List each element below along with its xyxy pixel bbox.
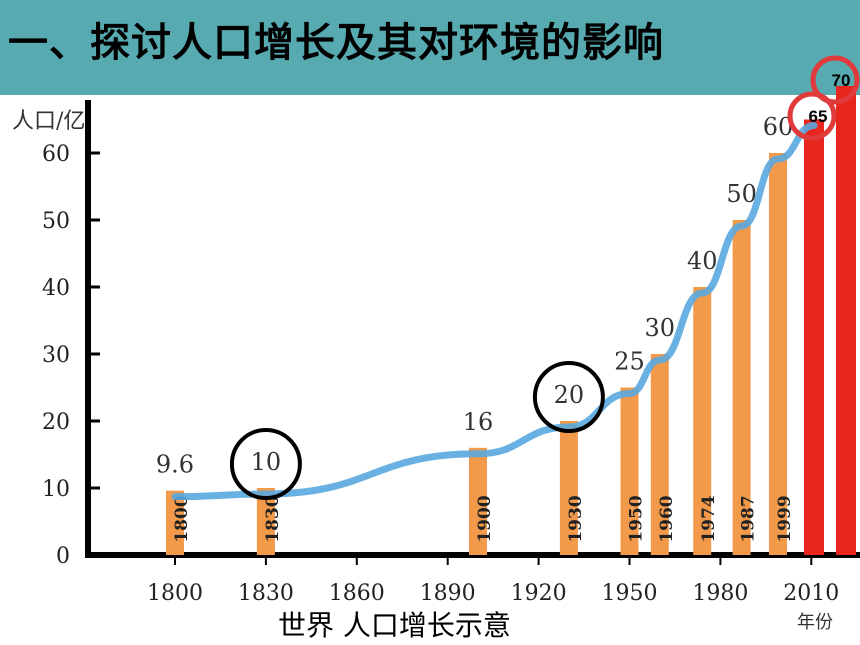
x-tick-label: 1980 — [692, 581, 748, 606]
bar — [166, 490, 184, 555]
bar-year-label: 1987 — [739, 495, 759, 542]
x-tick-label: 1950 — [602, 581, 658, 606]
x-tick-label: 1860 — [329, 581, 385, 606]
x-tick-label: 1830 — [238, 581, 294, 606]
bar-value-label: 16 — [463, 408, 494, 436]
bar-year-label: 1999 — [775, 495, 795, 542]
y-tick-label: 40 — [42, 276, 70, 301]
bar-year-label: 1974 — [699, 495, 719, 542]
x-tick-label: 1800 — [147, 581, 203, 606]
bar-value-label: 70 — [832, 71, 851, 90]
bar — [804, 119, 824, 555]
y-tick-label: 50 — [42, 209, 70, 234]
y-tick-label: 20 — [42, 410, 70, 435]
bar — [256, 488, 275, 555]
bar — [693, 287, 712, 555]
value-circle — [532, 361, 605, 433]
chart-caption: 世界 人口增长示意 — [278, 609, 511, 642]
y-tick-label: 10 — [42, 477, 70, 502]
bar-year-label: 1930 — [566, 495, 586, 542]
bar-year-label: 1950 — [627, 495, 647, 542]
y-axis-label: 人口/亿 — [12, 109, 85, 134]
bar — [768, 153, 787, 555]
bar-value-label: 65 — [809, 107, 828, 126]
x-tick-label: 2010 — [783, 581, 839, 606]
bar-value-label: 9.6 — [156, 451, 194, 479]
y-tick-label: 60 — [42, 142, 70, 167]
bar-value-label: 20 — [554, 381, 585, 409]
bar-value-label: 25 — [614, 348, 645, 376]
x-tick-label: 1920 — [511, 581, 567, 606]
bar — [650, 354, 669, 555]
x-tick-label: 1890 — [420, 581, 476, 606]
bar-year-label: 1900 — [475, 495, 495, 542]
y-tick-label: 0 — [56, 544, 70, 569]
bar-year-label: 1960 — [657, 495, 677, 542]
bar — [469, 447, 487, 555]
y-tick-label: 30 — [42, 343, 70, 368]
bar-value-label: 10 — [251, 448, 282, 476]
bar-value-label: 40 — [687, 247, 718, 275]
bar — [620, 387, 639, 555]
title-banner: 一、探讨人口增长及其对环境的影响 — [0, 0, 860, 95]
bar-year-label: 1800 — [172, 495, 192, 542]
bar — [732, 220, 751, 555]
bar-value-label: 30 — [645, 314, 676, 342]
page-title: 一、探讨人口增长及其对环境的影响 — [8, 20, 664, 66]
bar — [559, 421, 578, 555]
bar-year-label: 1830 — [263, 495, 283, 542]
highlight-circle — [787, 91, 837, 141]
x-axis-label: 年份 — [797, 612, 833, 633]
value-circle — [229, 428, 302, 500]
bar-value-label: 50 — [726, 180, 757, 208]
growth-curve — [171, 122, 818, 501]
highlight-circle — [810, 55, 860, 105]
bar — [836, 86, 856, 555]
